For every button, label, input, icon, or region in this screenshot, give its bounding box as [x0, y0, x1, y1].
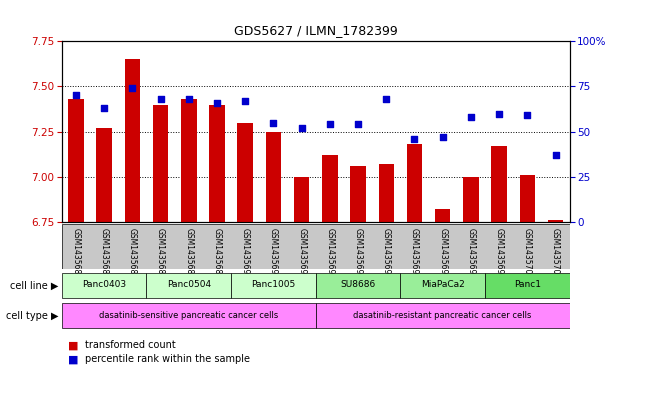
- Point: [156, 96, 166, 102]
- Text: GSM1435701: GSM1435701: [551, 228, 560, 279]
- Text: GSM1435689: GSM1435689: [212, 228, 221, 279]
- Text: GSM1435687: GSM1435687: [156, 228, 165, 279]
- Bar: [378, 164, 394, 222]
- Text: GSM1435697: GSM1435697: [438, 228, 447, 279]
- Point: [465, 114, 476, 120]
- Text: MiaPaCa2: MiaPaCa2: [421, 280, 465, 289]
- Bar: [435, 209, 450, 222]
- Bar: [519, 175, 535, 222]
- Point: [381, 96, 391, 102]
- Bar: [209, 105, 225, 222]
- Bar: [322, 155, 338, 222]
- Bar: [231, 273, 316, 298]
- Text: GSM1435692: GSM1435692: [297, 228, 306, 279]
- Bar: [124, 59, 140, 222]
- Point: [353, 121, 363, 128]
- Text: Panc0403: Panc0403: [82, 280, 126, 289]
- Point: [494, 110, 505, 117]
- Point: [184, 96, 194, 102]
- Bar: [153, 105, 169, 222]
- Text: cell type ▶: cell type ▶: [6, 310, 59, 321]
- Text: GSM1435696: GSM1435696: [410, 228, 419, 279]
- Text: GSM1435700: GSM1435700: [523, 228, 532, 279]
- Text: Panc1: Panc1: [514, 280, 541, 289]
- Point: [325, 121, 335, 128]
- Text: Panc0504: Panc0504: [167, 280, 211, 289]
- Point: [99, 105, 109, 111]
- Bar: [400, 273, 485, 298]
- Point: [71, 92, 81, 99]
- Text: GSM1435693: GSM1435693: [326, 228, 335, 279]
- Bar: [547, 220, 563, 222]
- Bar: [96, 128, 112, 222]
- Point: [127, 85, 137, 92]
- Text: GSM1435691: GSM1435691: [269, 228, 278, 279]
- Bar: [238, 123, 253, 222]
- Text: percentile rank within the sample: percentile rank within the sample: [85, 354, 249, 364]
- Bar: [485, 273, 570, 298]
- Text: GSM1435690: GSM1435690: [241, 228, 250, 279]
- Bar: [146, 273, 231, 298]
- Text: dasatinib-sensitive pancreatic cancer cells: dasatinib-sensitive pancreatic cancer ce…: [99, 310, 279, 320]
- Text: Panc1005: Panc1005: [251, 280, 296, 289]
- Point: [240, 98, 251, 104]
- Point: [268, 119, 279, 126]
- Point: [522, 112, 533, 119]
- Bar: [181, 99, 197, 222]
- Text: ■: ■: [68, 340, 79, 351]
- Text: GSM1435685: GSM1435685: [100, 228, 109, 279]
- Text: ■: ■: [68, 354, 79, 364]
- Bar: [68, 99, 84, 222]
- Bar: [350, 166, 366, 222]
- Text: dasatinib-resistant pancreatic cancer cells: dasatinib-resistant pancreatic cancer ce…: [353, 310, 532, 320]
- Point: [437, 134, 448, 140]
- Text: cell line ▶: cell line ▶: [10, 280, 59, 290]
- Text: GSM1435686: GSM1435686: [128, 228, 137, 279]
- Text: GSM1435694: GSM1435694: [353, 228, 363, 279]
- Text: GSM1435684: GSM1435684: [72, 228, 81, 279]
- Text: GSM1435699: GSM1435699: [495, 228, 504, 279]
- Point: [550, 152, 561, 158]
- Point: [409, 136, 420, 142]
- Text: SU8686: SU8686: [340, 280, 376, 289]
- Text: GDS5627 / ILMN_1782399: GDS5627 / ILMN_1782399: [234, 24, 398, 37]
- Bar: [62, 273, 146, 298]
- Point: [296, 125, 307, 131]
- Bar: [294, 177, 309, 222]
- Bar: [316, 273, 400, 298]
- Point: [212, 99, 222, 106]
- Bar: [463, 177, 478, 222]
- Bar: [266, 132, 281, 222]
- Text: transformed count: transformed count: [85, 340, 175, 351]
- Bar: [316, 303, 570, 328]
- Bar: [62, 303, 316, 328]
- Text: GSM1435698: GSM1435698: [466, 228, 475, 279]
- Bar: [407, 144, 422, 222]
- Text: GSM1435688: GSM1435688: [184, 228, 193, 279]
- Bar: [492, 146, 507, 222]
- Text: GSM1435695: GSM1435695: [381, 228, 391, 279]
